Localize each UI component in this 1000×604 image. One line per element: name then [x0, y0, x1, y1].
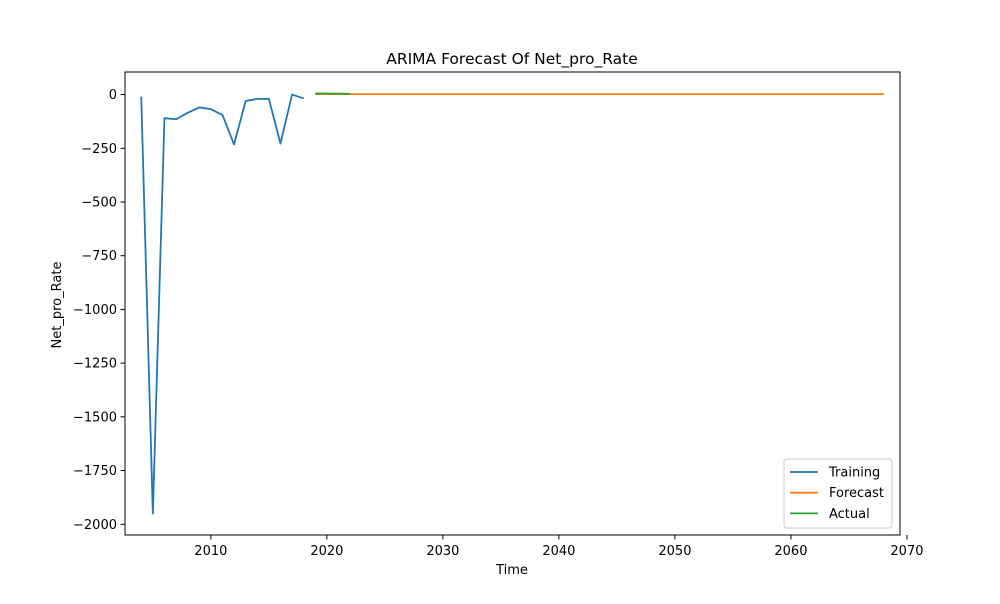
x-tick-label: 2050 — [658, 544, 691, 559]
x-tick-label: 2070 — [890, 544, 923, 559]
legend-label-training: Training — [828, 466, 880, 481]
x-tick-label: 2010 — [194, 544, 227, 559]
y-tick-label: −1500 — [73, 410, 117, 425]
y-tick-label: −2000 — [73, 518, 117, 533]
x-axis-label: Time — [495, 563, 528, 578]
x-tick-label: 2040 — [542, 544, 575, 559]
x-tick-label: 2020 — [310, 544, 343, 559]
y-tick-label: −750 — [81, 249, 117, 264]
y-tick-label: −1250 — [73, 357, 117, 372]
x-tick-label: 2030 — [426, 544, 459, 559]
legend: Training Forecast Actual — [784, 459, 892, 528]
y-tick-label: −1750 — [73, 464, 117, 479]
y-axis-label: Net_pro_Rate — [50, 262, 65, 349]
y-tick-label: −1000 — [73, 303, 117, 318]
y-tick-label: 0 — [109, 88, 117, 103]
x-tick-label: 2060 — [774, 544, 807, 559]
legend-label-forecast: Forecast — [829, 486, 884, 501]
chart-title: ARIMA Forecast Of Net_pro_Rate — [386, 50, 638, 69]
y-tick-label: −250 — [81, 142, 117, 157]
legend-label-actual: Actual — [829, 507, 870, 522]
y-tick-label: −500 — [81, 195, 117, 210]
